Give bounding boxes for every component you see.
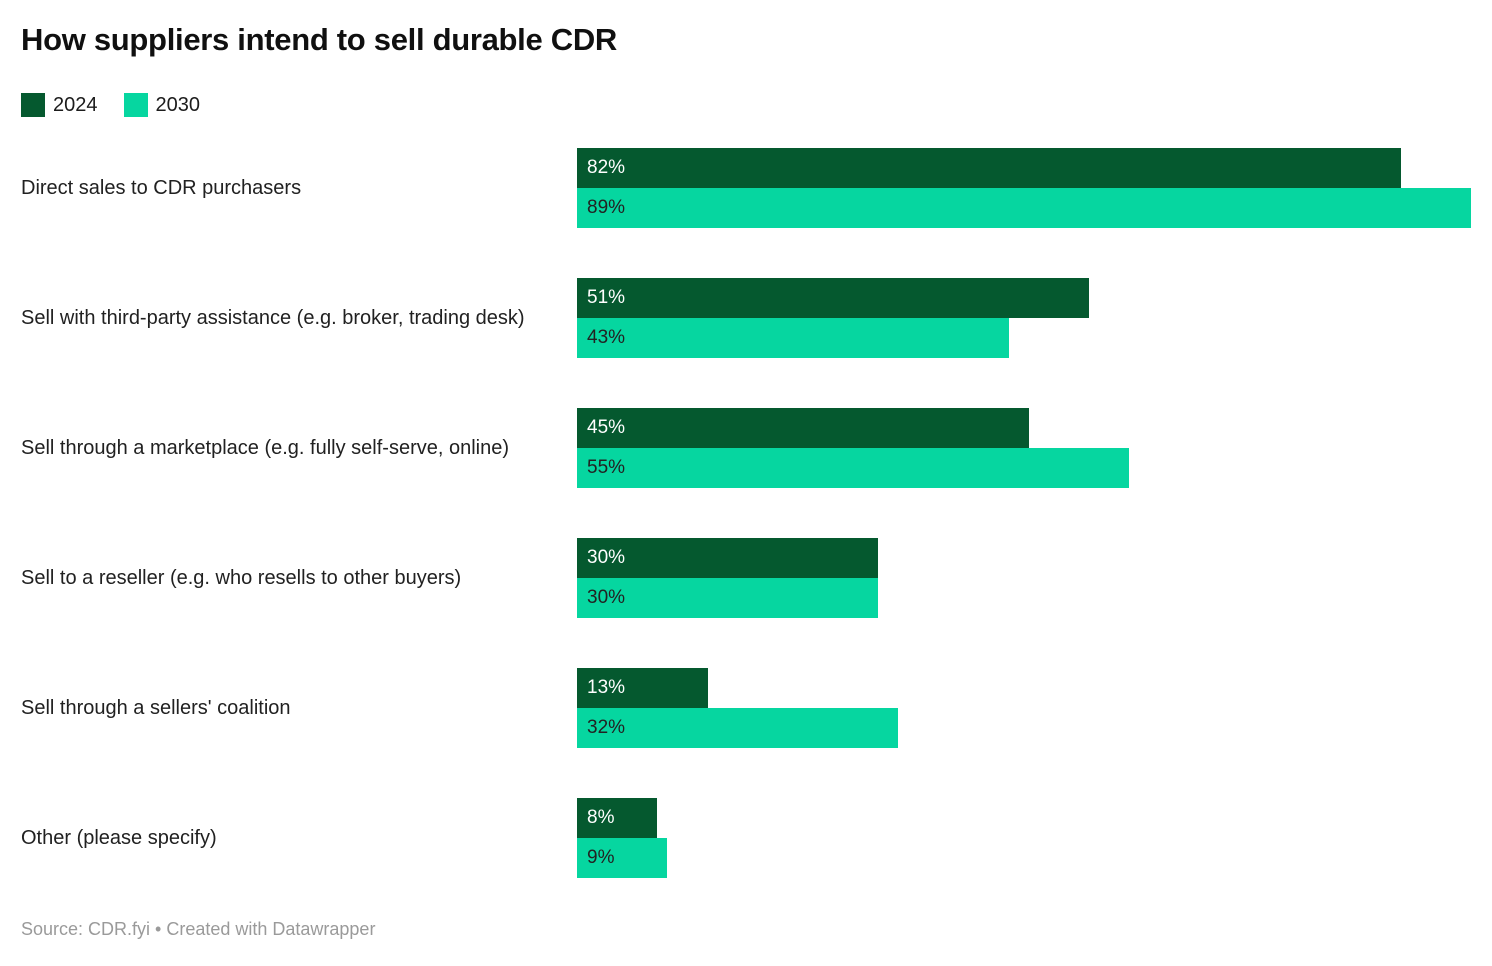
bar-pair: 8% 9% <box>577 798 1481 878</box>
legend-swatch-2024 <box>21 93 45 117</box>
bar-group-sellers-coalition: Sell through a sellers' coalition 13% 32… <box>0 668 1492 798</box>
legend-item-2030: 2030 <box>123 93 201 117</box>
bar-value-label: 45% <box>587 417 626 438</box>
bar-value-label: 30% <box>587 547 626 568</box>
bar-value-label: 32% <box>587 717 626 738</box>
legend-item-2024: 2024 <box>21 93 98 117</box>
bar-2024: 45% <box>577 408 1029 448</box>
bar-pair: 82% 89% <box>577 148 1481 228</box>
bar-value-label: 9% <box>587 847 615 868</box>
bar-2024: 82% <box>577 148 1401 188</box>
bar-value-label: 51% <box>587 287 626 308</box>
bar-pair: 51% 43% <box>577 278 1481 358</box>
bar-2030: 30% <box>577 578 879 618</box>
chart-title: How suppliers intend to sell durable CDR <box>21 22 618 57</box>
bar-value-label: 82% <box>587 157 626 178</box>
bar-value-label: 30% <box>587 587 626 608</box>
bar-2030: 32% <box>577 708 899 748</box>
legend-label-2024: 2024 <box>53 93 98 116</box>
bar-pair: 13% 32% <box>577 668 1481 748</box>
category-label: Sell with third-party assistance (e.g. b… <box>21 306 525 329</box>
legend: 2024 2030 <box>21 93 200 117</box>
bar-value-label: 8% <box>587 807 615 828</box>
category-label: Sell through a sellers' coalition <box>21 696 291 719</box>
bar-2030: 43% <box>577 318 1009 358</box>
bar-2030: 89% <box>577 188 1471 228</box>
source-line: Source: CDR.fyi • Created with Datawrapp… <box>21 919 376 939</box>
bar-pair: 45% 55% <box>577 408 1481 488</box>
bar-2024: 30% <box>577 538 879 578</box>
bar-pair: 30% 30% <box>577 538 1481 618</box>
category-label: Sell to a reseller (e.g. who resells to … <box>21 566 462 589</box>
bar-value-label: 55% <box>587 457 626 478</box>
bar-value-label: 89% <box>587 197 626 218</box>
bar-2024: 13% <box>577 668 708 708</box>
category-label: Direct sales to CDR purchasers <box>21 176 302 199</box>
bar-group-marketplace: Sell through a marketplace (e.g. fully s… <box>0 408 1492 538</box>
legend-swatch-2030 <box>123 93 148 117</box>
bar-2024: 8% <box>577 798 658 838</box>
bar-2030: 55% <box>577 448 1130 488</box>
legend-label-2030: 2030 <box>155 93 201 116</box>
bar-value-label: 43% <box>587 327 626 348</box>
bar-2024: 51% <box>577 278 1090 318</box>
plot-area: Direct sales to CDR purchasers 82% 89% S… <box>0 148 1492 878</box>
bar-2030: 9% <box>577 838 668 878</box>
bar-value-label: 13% <box>587 677 626 698</box>
bar-group-third-party: Sell with third-party assistance (e.g. b… <box>0 278 1492 408</box>
category-label: Other (please specify) <box>21 826 217 849</box>
bar-group-reseller: Sell to a reseller (e.g. who resells to … <box>0 538 1492 668</box>
category-label: Sell through a marketplace (e.g. fully s… <box>21 436 510 459</box>
bar-group-other: Other (please specify) 8% 9% <box>0 798 1492 878</box>
bar-group-direct-sales: Direct sales to CDR purchasers 82% 89% <box>0 148 1492 278</box>
